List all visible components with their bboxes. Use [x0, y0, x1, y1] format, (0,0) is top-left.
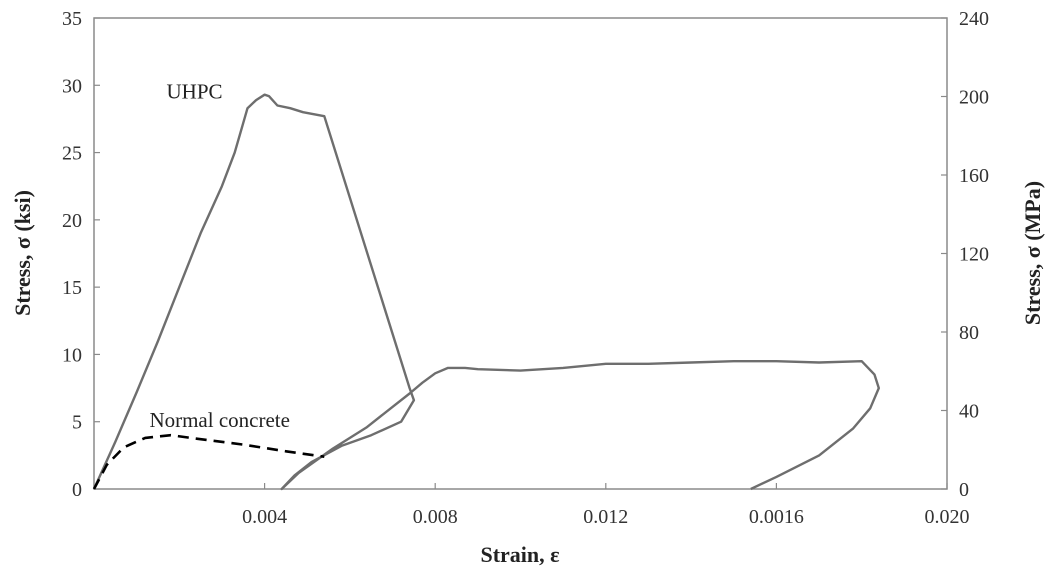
y-left-tick-label: 10	[62, 344, 82, 366]
x-tick-label: 0.020	[925, 506, 970, 528]
x-axis-title: Strain, ε	[480, 542, 559, 567]
annotation-label: UHPC	[167, 80, 223, 104]
y-right-tick-label: 0	[959, 479, 969, 501]
y-left-tick-label: 20	[62, 210, 82, 232]
y-left-tick-label: 35	[62, 8, 82, 30]
series-layer	[92, 93, 880, 491]
ticks-layer: 0 5 10 15 20 25 30 35 0 40 80 120 160 200 240 0.004 0.00…	[62, 8, 989, 528]
y-right-tick-label: 120	[959, 244, 989, 266]
series-line-uhpc	[92, 93, 880, 491]
x-tick-label: 0.008	[413, 506, 458, 528]
y-right-tick-label: 80	[959, 322, 979, 344]
y-left-tick-label: 5	[72, 412, 82, 434]
y-axis-right-title: Stress, σ (MPa)	[1020, 181, 1045, 325]
y-left-tick-label: 15	[62, 277, 82, 299]
series-line-normal-concrete	[92, 433, 325, 490]
annotation-label: Normal concrete	[149, 408, 290, 432]
y-left-tick-label: 25	[62, 143, 82, 165]
y-left-tick-label: 0	[72, 479, 82, 501]
y-right-tick-label: 200	[959, 87, 989, 109]
y-left-tick-label: 30	[62, 75, 82, 97]
y-right-tick-label: 40	[959, 401, 979, 423]
y-right-tick-label: 160	[959, 165, 989, 187]
annotation-layer: UHPC Normal concrete	[149, 80, 290, 432]
y-right-tick-label: 240	[959, 8, 989, 30]
x-tick-label: 0.012	[583, 506, 628, 528]
y-axis-left-title: Stress, σ (ksi)	[10, 190, 35, 316]
x-tick-label: 0.0016	[749, 506, 804, 528]
x-tick-label: 0.004	[242, 506, 287, 528]
